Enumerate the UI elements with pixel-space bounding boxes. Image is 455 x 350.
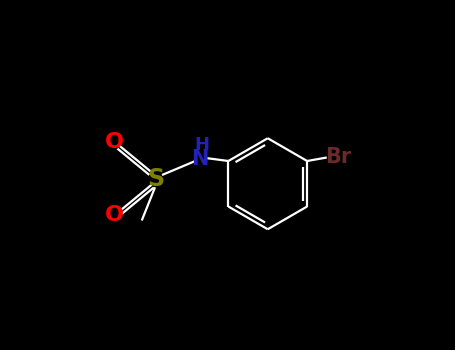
Text: H: H <box>195 135 210 154</box>
Text: O: O <box>105 132 124 152</box>
Text: S: S <box>147 167 164 190</box>
Text: N: N <box>191 149 208 169</box>
Text: Br: Br <box>325 147 352 167</box>
Text: O: O <box>105 205 124 225</box>
